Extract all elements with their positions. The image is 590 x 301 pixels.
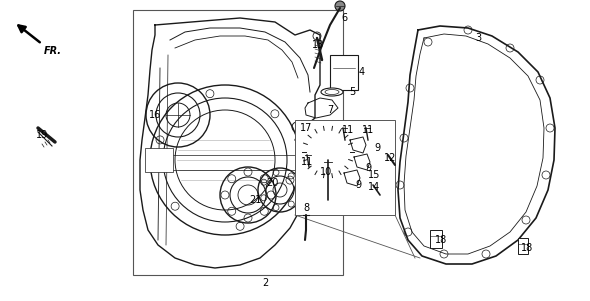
Text: 8: 8: [303, 203, 309, 213]
Text: 11: 11: [342, 125, 354, 135]
Bar: [430, 230, 442, 248]
Text: 13: 13: [312, 40, 324, 50]
Text: 14: 14: [368, 182, 380, 192]
Text: 21: 21: [249, 195, 261, 205]
Text: FR.: FR.: [44, 46, 62, 56]
Text: 9: 9: [374, 143, 380, 153]
Bar: [330, 55, 358, 90]
Text: 7: 7: [327, 105, 333, 115]
Ellipse shape: [321, 88, 343, 96]
Text: 11: 11: [362, 125, 374, 135]
Text: 2: 2: [262, 278, 268, 288]
Text: 20: 20: [266, 178, 278, 188]
Text: 18: 18: [435, 235, 447, 245]
Text: 15: 15: [368, 170, 380, 180]
Bar: [133, 10, 343, 275]
Text: 9: 9: [365, 163, 371, 173]
Text: 12: 12: [384, 153, 396, 163]
Circle shape: [335, 1, 345, 11]
Text: 10: 10: [320, 167, 332, 177]
Text: 18: 18: [521, 243, 533, 253]
Text: 17: 17: [300, 123, 312, 133]
Text: 19: 19: [36, 130, 48, 140]
Text: 9: 9: [355, 180, 361, 190]
Bar: [518, 238, 528, 254]
Text: 6: 6: [341, 13, 347, 23]
Text: 5: 5: [349, 87, 355, 97]
Text: 3: 3: [475, 33, 481, 43]
Ellipse shape: [325, 89, 339, 95]
Bar: [145, 148, 173, 172]
Text: 11: 11: [301, 157, 313, 167]
Text: 16: 16: [149, 110, 161, 120]
Text: 4: 4: [359, 67, 365, 77]
Bar: [295, 120, 395, 215]
